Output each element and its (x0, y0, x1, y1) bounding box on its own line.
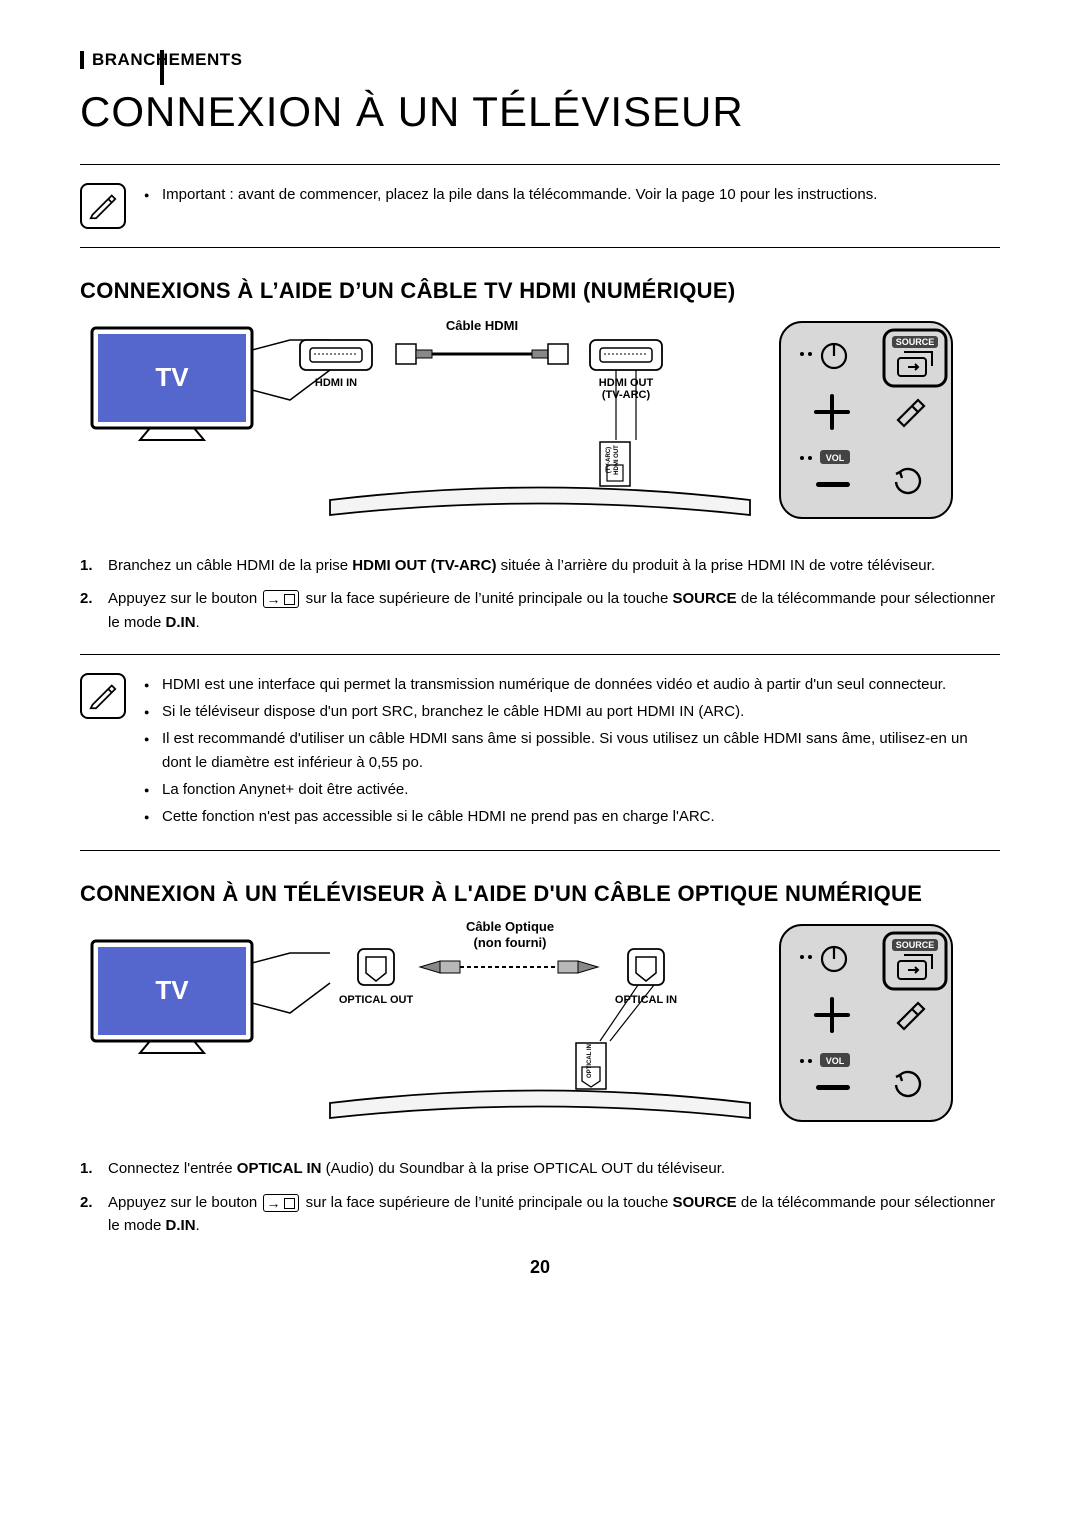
hdmi-out-label2: (TV-ARC) (602, 389, 651, 401)
tv-graphic: TV (92, 328, 252, 440)
optical-heading: CONNEXION À UN TÉLÉVISEUR À L'AIDE D'UN … (80, 881, 1000, 907)
page-number: 20 (80, 1257, 1000, 1278)
page: BRANCHEMENTS CONNEXION À UN TÉLÉVISEUR I… (80, 50, 1000, 1278)
hdmi-cable-graphic (396, 344, 568, 364)
hdmi-note: HDMI est une interface qui permet la tra… (144, 673, 1000, 696)
source-button-icon (263, 590, 299, 608)
top-corner-rule (160, 50, 164, 85)
svg-text:HDMI OUT: HDMI OUT (614, 445, 620, 475)
svg-text:SOURCE: SOURCE (896, 940, 935, 950)
optical-step-2: Appuyez sur le bouton sur la face supéri… (80, 1191, 1000, 1238)
hdmi-notes-box: HDMI est une interface qui permet la tra… (80, 654, 1000, 852)
svg-text:VOL: VOL (826, 1056, 845, 1066)
optical-diagram: TV OPTICAL OUT Câble Optique (non fourni… (80, 913, 1000, 1133)
optical-section: CONNEXION À UN TÉLÉVISEUR À L'AIDE D'UN … (80, 881, 1000, 1237)
source-button-icon (263, 1194, 299, 1212)
intro-note-item: Important : avant de commencer, placez l… (144, 183, 877, 206)
svg-text:VOL: VOL (826, 453, 845, 463)
tv-label: TV (155, 362, 189, 392)
hdmi-out-label: HDMI OUT (599, 377, 654, 389)
svg-text:TV: TV (155, 975, 189, 1005)
svg-text:SOURCE: SOURCE (896, 337, 935, 347)
remote-graphic: SOURCE VOL (780, 322, 952, 518)
hdmi-cable-label: Câble HDMI (446, 318, 518, 333)
hdmi-heading: CONNEXIONS À L’AIDE D’UN CÂBLE TV HDMI (… (80, 278, 1000, 304)
tv-graphic: TV (92, 941, 252, 1053)
intro-note-box: Important : avant de commencer, placez l… (80, 164, 1000, 248)
optical-cable-graphic (420, 961, 598, 973)
note-icon (80, 673, 126, 719)
optical-step-1: Connectez l'entrée OPTICAL IN (Audio) du… (80, 1157, 1000, 1180)
hdmi-note: Si le téléviseur dispose d'un port SRC, … (144, 700, 1000, 723)
svg-text:(non fourni): (non fourni) (474, 935, 547, 950)
hdmi-note: La fonction Anynet+ doit être activée. (144, 778, 1000, 801)
svg-text:(TV-ARC): (TV-ARC) (606, 447, 612, 473)
hdmi-step-1: Branchez un câble HDMI de la prise HDMI … (80, 554, 1000, 577)
section-header: BRANCHEMENTS (80, 50, 1000, 70)
svg-text:OPTICAL IN: OPTICAL IN (587, 1044, 593, 1078)
section-label: BRANCHEMENTS (92, 50, 243, 70)
soundbar-graphic: HDMI OUT (TV-ARC) (330, 370, 750, 515)
hdmi-diagram: TV HDMI IN Câble HDMI H (80, 310, 1000, 530)
hdmi-note: Cette fonction n'est pas accessible si l… (144, 805, 1000, 828)
section-marker (80, 51, 84, 69)
optical-steps: Connectez l'entrée OPTICAL IN (Audio) du… (80, 1157, 1000, 1237)
hdmi-step-2: Appuyez sur le bouton sur la face supéri… (80, 587, 1000, 634)
intro-note-text: Important : avant de commencer, placez l… (144, 183, 877, 210)
note-icon (80, 183, 126, 229)
page-title: CONNEXION À UN TÉLÉVISEUR (80, 88, 1000, 136)
svg-text:Câble Optique: Câble Optique (466, 919, 554, 934)
hdmi-notes-list: HDMI est une interface qui permet la tra… (144, 673, 1000, 833)
remote-graphic: SOURCE VOL (780, 925, 952, 1121)
hdmi-steps: Branchez un câble HDMI de la prise HDMI … (80, 554, 1000, 634)
hdmi-in-label: HDMI IN (315, 377, 357, 389)
hdmi-note: Il est recommandé d'utiliser un câble HD… (144, 727, 1000, 774)
svg-text:OPTICAL OUT: OPTICAL OUT (339, 994, 414, 1006)
